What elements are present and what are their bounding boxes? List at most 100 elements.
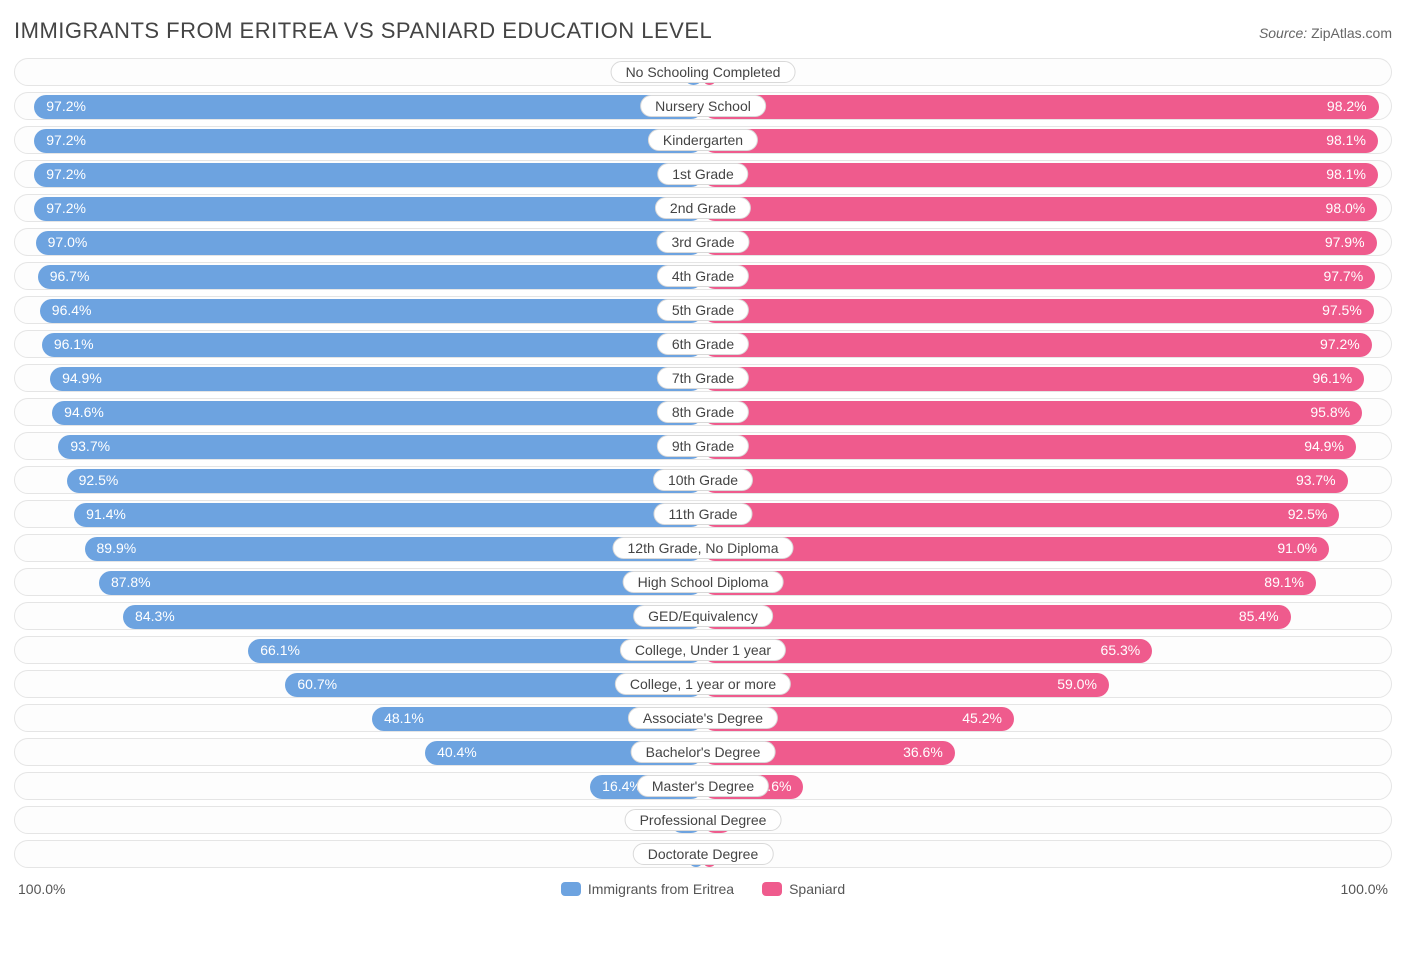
category-label: Professional Degree <box>625 809 782 831</box>
bar-row: Master's Degree16.4%14.6% <box>14 772 1392 800</box>
bar-left <box>40 299 703 323</box>
legend-swatch-left <box>561 882 581 896</box>
category-label: Bachelor's Degree <box>631 741 776 763</box>
value-left: 96.7% <box>50 268 90 284</box>
value-right: 97.5% <box>1322 302 1362 318</box>
bar-right <box>703 129 1378 153</box>
category-label: 9th Grade <box>657 435 749 457</box>
bar-row: 7th Grade94.9%96.1% <box>14 364 1392 392</box>
category-label: Associate's Degree <box>628 707 778 729</box>
bar-right <box>703 95 1379 119</box>
bar-row: 9th Grade 93.7% 94.9% <box>14 432 1392 460</box>
bar-row: Doctorate Degree2.1%1.9% <box>14 840 1392 868</box>
value-right: 94.9% <box>1304 438 1344 454</box>
diverging-bar-chart: No Schooling Completed2.8%1.9% Nursery Sc… <box>14 58 1392 868</box>
value-right: 93.7% <box>1296 472 1336 488</box>
bar-left <box>99 571 703 595</box>
bar-right <box>703 333 1372 357</box>
axis-left-label: 100.0% <box>18 881 65 897</box>
bar-row: 11th Grade91.4%92.5% <box>14 500 1392 528</box>
value-right: 98.2% <box>1327 98 1367 114</box>
bar-row: Associate's Degree 48.1% 45.2% <box>14 704 1392 732</box>
bar-row: No Schooling Completed2.8%1.9% <box>14 58 1392 86</box>
value-left: 96.1% <box>54 336 94 352</box>
bar-row: 1st Grade97.2%98.1% <box>14 160 1392 188</box>
category-label: GED/Equivalency <box>633 605 773 627</box>
value-right: 89.1% <box>1264 574 1304 590</box>
value-left: 96.4% <box>52 302 92 318</box>
source-label: Source: <box>1259 25 1307 41</box>
bar-right <box>703 197 1377 221</box>
category-label: 1st Grade <box>657 163 748 185</box>
bar-left <box>38 265 703 289</box>
value-left: 94.6% <box>64 404 104 420</box>
value-right: 97.9% <box>1325 234 1365 250</box>
axis-right-label: 100.0% <box>1341 881 1388 897</box>
legend-swatch-right <box>762 882 782 896</box>
value-left: 91.4% <box>86 506 126 522</box>
bar-left <box>34 95 703 119</box>
category-label: 11th Grade <box>653 503 752 525</box>
bar-left <box>58 435 703 459</box>
value-left: 93.7% <box>70 438 110 454</box>
value-right: 85.4% <box>1239 608 1279 624</box>
value-left: 84.3% <box>135 608 175 624</box>
category-label: 5th Grade <box>657 299 749 321</box>
category-label: College, 1 year or more <box>615 673 791 695</box>
bar-right <box>703 163 1378 187</box>
category-label: 3rd Grade <box>656 231 749 253</box>
category-label: 8th Grade <box>657 401 749 423</box>
bar-left <box>34 163 703 187</box>
chart-footer: 100.0% Immigrants from Eritrea Spaniard … <box>14 878 1392 900</box>
bar-right <box>703 469 1348 493</box>
value-left: 48.1% <box>384 710 424 726</box>
value-right: 95.8% <box>1310 404 1350 420</box>
value-right: 65.3% <box>1101 642 1141 658</box>
bar-left <box>67 469 703 493</box>
header: IMMIGRANTS FROM ERITREA VS SPANIARD EDUC… <box>14 18 1392 44</box>
bar-row: 10th Grade92.5%93.7% <box>14 466 1392 494</box>
category-label: Master's Degree <box>637 775 769 797</box>
bar-row: 8th Grade 94.6% 95.8% <box>14 398 1392 426</box>
category-label: 12th Grade, No Diploma <box>613 537 794 559</box>
bar-left <box>85 537 704 561</box>
category-label: College, Under 1 year <box>620 639 786 661</box>
value-left: 97.2% <box>46 200 86 216</box>
value-left: 97.0% <box>48 234 88 250</box>
value-left: 94.9% <box>62 370 102 386</box>
bar-right <box>703 231 1377 255</box>
bar-row: Professional Degree4.8%4.4% <box>14 806 1392 834</box>
value-left: 40.4% <box>437 744 477 760</box>
bar-right <box>703 367 1364 391</box>
bar-right <box>703 605 1291 629</box>
category-label: Nursery School <box>640 95 766 117</box>
value-left: 97.2% <box>46 98 86 114</box>
legend-label-left: Immigrants from Eritrea <box>588 881 734 897</box>
source-name: ZipAtlas.com <box>1311 25 1392 41</box>
chart-title: IMMIGRANTS FROM ERITREA VS SPANIARD EDUC… <box>14 18 712 44</box>
bar-row: 5th Grade 96.4% 97.5% <box>14 296 1392 324</box>
value-left: 92.5% <box>79 472 119 488</box>
bar-row: 2nd Grade97.2%98.0% <box>14 194 1392 222</box>
category-label: No Schooling Completed <box>611 61 796 83</box>
value-right: 59.0% <box>1057 676 1097 692</box>
bar-row: 6th Grade96.1%97.2% <box>14 330 1392 358</box>
bar-row: Nursery School 97.2% 98.2% <box>14 92 1392 120</box>
bar-right <box>703 537 1329 561</box>
bar-left <box>123 605 703 629</box>
value-right: 97.7% <box>1323 268 1363 284</box>
legend-label-right: Spaniard <box>789 881 845 897</box>
bar-left <box>42 333 703 357</box>
value-right: 91.0% <box>1277 540 1317 556</box>
category-label: Kindergarten <box>648 129 758 151</box>
bar-row: 12th Grade, No Diploma89.9%91.0% <box>14 534 1392 562</box>
category-label: 4th Grade <box>657 265 749 287</box>
value-right: 45.2% <box>962 710 1002 726</box>
category-label: Doctorate Degree <box>633 843 774 865</box>
bar-right <box>703 571 1316 595</box>
bar-row: 3rd Grade 97.0% 97.9% <box>14 228 1392 256</box>
bar-right <box>703 299 1374 323</box>
value-left: 66.1% <box>260 642 300 658</box>
bar-left <box>36 231 703 255</box>
bar-row: GED/Equivalency 84.3% 85.4% <box>14 602 1392 630</box>
